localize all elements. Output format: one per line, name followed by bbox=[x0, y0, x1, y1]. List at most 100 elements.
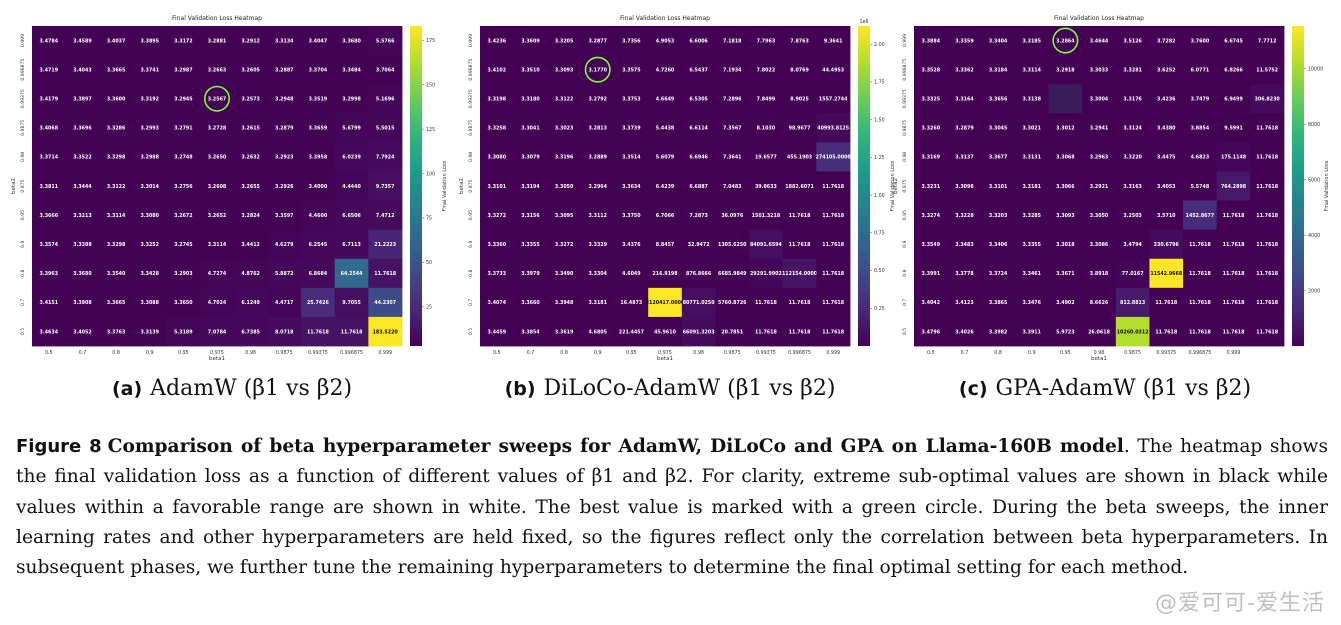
heatmap-cell bbox=[614, 229, 649, 260]
cell-label: 6.1249 bbox=[241, 300, 260, 306]
cell-label: 3.3963 bbox=[40, 271, 59, 277]
heatmap-cell bbox=[334, 200, 369, 231]
heatmap-cell bbox=[1216, 287, 1251, 318]
cell-label: 3.4068 bbox=[40, 126, 59, 132]
x-tick-label: 0.9875 bbox=[724, 350, 741, 356]
cell-label: 11.7618 bbox=[755, 300, 778, 306]
cell-label: 3.3476 bbox=[1022, 300, 1041, 306]
cell-label: 20.7851 bbox=[721, 329, 743, 335]
colorbar-tick-label: 1.50 bbox=[874, 117, 885, 123]
cell-label: 5.6799 bbox=[342, 126, 361, 132]
heatmap-cell bbox=[368, 26, 403, 56]
cell-label: 3.2923 bbox=[275, 155, 294, 161]
cell-label: 3.3196 bbox=[555, 155, 574, 161]
cell-label: 2120417.0000 bbox=[646, 300, 685, 306]
heatmap-cell bbox=[233, 200, 268, 231]
heatmap-cell bbox=[65, 229, 100, 260]
heatmap-cell bbox=[513, 113, 548, 143]
cell-label: 3.3050 bbox=[1090, 213, 1109, 219]
x-tick-label: 0.9 bbox=[146, 350, 154, 356]
cell-label: 7.2873 bbox=[689, 213, 708, 219]
heatmap-cell bbox=[782, 171, 817, 201]
y-tick-label: 0.95 bbox=[902, 210, 908, 220]
cell-label: 3.4634 bbox=[40, 329, 59, 335]
heatmap-cell bbox=[1250, 113, 1285, 143]
cell-label: 11.7618 bbox=[1155, 300, 1178, 306]
x-tick-label: 0.95 bbox=[1060, 350, 1071, 356]
heatmap-cell bbox=[513, 84, 548, 114]
heatmap-cell bbox=[547, 26, 582, 56]
x-tick-label: 0.5 bbox=[927, 350, 935, 356]
heatmap-cell bbox=[981, 142, 1016, 172]
cell-label: 3.2813 bbox=[588, 126, 607, 132]
heatmap-cell bbox=[200, 287, 235, 318]
heatmap-cell bbox=[32, 55, 67, 85]
cell-label: 5.8872 bbox=[275, 271, 294, 277]
heatmap-cell bbox=[715, 113, 750, 143]
heatmap-cell bbox=[1149, 84, 1184, 114]
cell-label: 3.4796 bbox=[922, 329, 941, 335]
heatmap-cell bbox=[648, 200, 683, 231]
heatmap-cell bbox=[1115, 171, 1150, 201]
y-tick-label: 0.9 bbox=[468, 240, 474, 247]
colorbar-tick-label: 75 bbox=[426, 216, 432, 222]
cell-label: 3.3897 bbox=[73, 97, 92, 103]
heatmap-cell bbox=[1183, 113, 1218, 143]
cell-label: 3.2948 bbox=[275, 97, 294, 103]
cell-label: 3.3285 bbox=[1022, 213, 1041, 219]
cell-label: 175.1148 bbox=[1221, 155, 1247, 161]
cell-label: 3.3272 bbox=[488, 213, 507, 219]
cell-label: 7.1934 bbox=[723, 67, 742, 73]
y-tick-label: 0.996875 bbox=[902, 59, 908, 81]
y-axis-label: beta2 bbox=[893, 178, 899, 194]
cell-label: 3.3093 bbox=[555, 67, 574, 73]
heatmap-cell bbox=[914, 200, 949, 231]
cell-label: 455.1903 bbox=[787, 155, 812, 161]
x-axis-label: beta1 bbox=[657, 356, 673, 362]
heatmap-cell bbox=[334, 26, 369, 56]
cell-label: 876.8666 bbox=[686, 271, 712, 277]
cell-label: 3.3656 bbox=[989, 97, 1008, 103]
cell-label: 11.7618 bbox=[1223, 329, 1246, 335]
heatmap-cell bbox=[681, 200, 716, 231]
heatmap-panel-c: Final Validation Loss Heatmap 3.3884 3.335… bbox=[890, 6, 1340, 362]
subcaption-c: (c) GPA-AdamW (β1 vs β2) bbox=[885, 376, 1325, 401]
cell-label: 11.7618 bbox=[1223, 271, 1246, 277]
heatmap-cell bbox=[782, 200, 817, 231]
cell-label: 66091.3203 bbox=[683, 329, 715, 335]
y-tick-label: 0.9875 bbox=[902, 120, 908, 136]
heatmap-cell bbox=[816, 316, 851, 347]
cell-label: 3.4052 bbox=[73, 329, 92, 335]
heatmap-cell bbox=[233, 113, 268, 143]
cell-label: 11.7618 bbox=[789, 329, 812, 335]
cell-label: 3.3522 bbox=[73, 155, 92, 161]
heatmap-cell bbox=[1183, 84, 1218, 114]
cell-label: 3.3575 bbox=[622, 67, 641, 73]
heatmap-cell bbox=[99, 113, 134, 143]
heatmap-cell bbox=[947, 316, 982, 347]
cell-label: 3.3172 bbox=[174, 38, 193, 44]
heatmap-cell bbox=[166, 55, 201, 85]
heatmap-cell bbox=[99, 84, 134, 114]
cell-label: 3.3169 bbox=[922, 155, 941, 161]
y-axis-label: beta2 bbox=[11, 178, 17, 194]
heatmap-cell bbox=[681, 287, 716, 318]
y-tick-label: 0.999 bbox=[902, 34, 908, 47]
y-tick-label: 0.996875 bbox=[20, 59, 26, 81]
cell-label: 3.3650 bbox=[174, 300, 193, 306]
heatmap-cell bbox=[1014, 316, 1049, 347]
heatmap-cell bbox=[32, 287, 67, 318]
x-tick-label: 0.9875 bbox=[1124, 350, 1141, 356]
cell-label: 3.3086 bbox=[1090, 242, 1109, 248]
cell-label: 3.4644 bbox=[1090, 38, 1109, 44]
y-tick-label: 0.999 bbox=[20, 34, 26, 47]
cell-label: 11.7618 bbox=[822, 213, 845, 219]
heatmap-cell bbox=[132, 26, 167, 56]
heatmap-cell bbox=[782, 142, 817, 172]
heatmap-cell bbox=[200, 171, 235, 201]
x-axis-label: beta1 bbox=[1091, 356, 1107, 362]
subcaption-text: AdamW (β1 vs β2) bbox=[150, 376, 353, 401]
colorbar bbox=[410, 26, 422, 346]
heatmap-cell bbox=[914, 258, 949, 289]
cell-label: 3.2615 bbox=[241, 126, 260, 132]
